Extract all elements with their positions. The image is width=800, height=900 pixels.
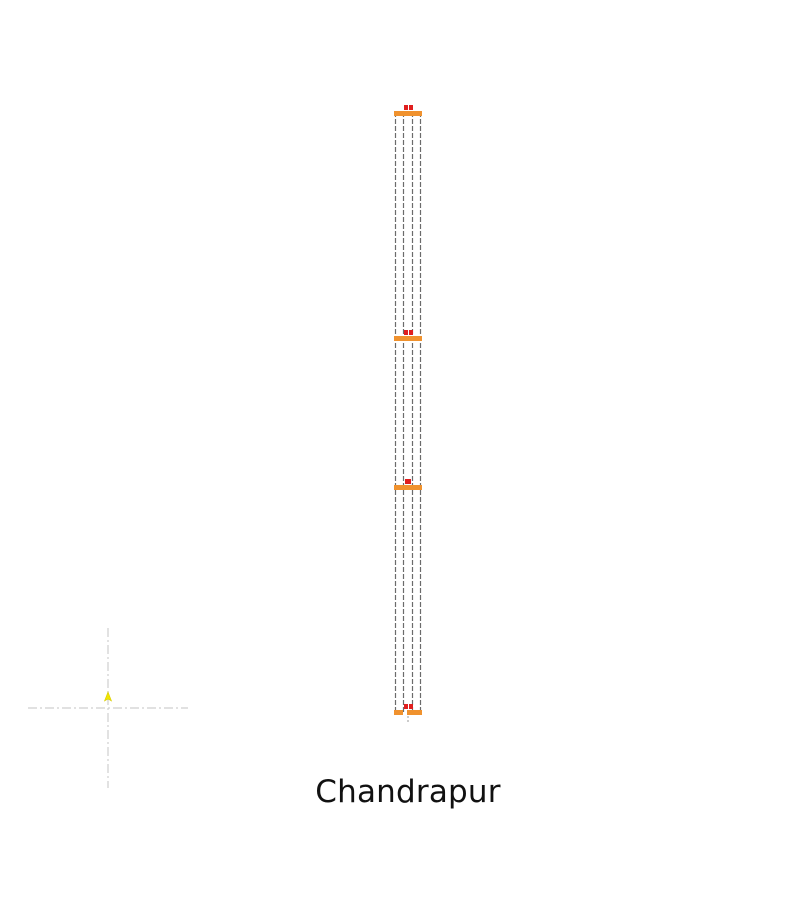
cross-brackets [394, 111, 422, 715]
cross-bracket-1 [394, 111, 422, 116]
vertical-column-rails [394, 112, 422, 712]
junction-marker-1-1 [404, 105, 408, 110]
junction-marker-2-1 [404, 330, 408, 335]
junction-marker-1-2 [409, 105, 413, 110]
junction-markers [404, 105, 413, 709]
cross-bracket-3 [394, 485, 422, 490]
junction-marker-4-2 [409, 704, 413, 709]
junction-marker-2-2 [409, 330, 413, 335]
origin-arrow-icon [103, 691, 113, 702]
junction-marker-3-1 [405, 479, 411, 484]
cross-bracket-4-2 [407, 710, 422, 715]
cross-bracket-2 [394, 336, 422, 341]
drawing-caption: Chandrapur [315, 774, 501, 810]
cross-bracket-4-1 [394, 710, 403, 715]
origin-crosshair [28, 628, 188, 788]
junction-marker-4-1 [404, 704, 408, 709]
